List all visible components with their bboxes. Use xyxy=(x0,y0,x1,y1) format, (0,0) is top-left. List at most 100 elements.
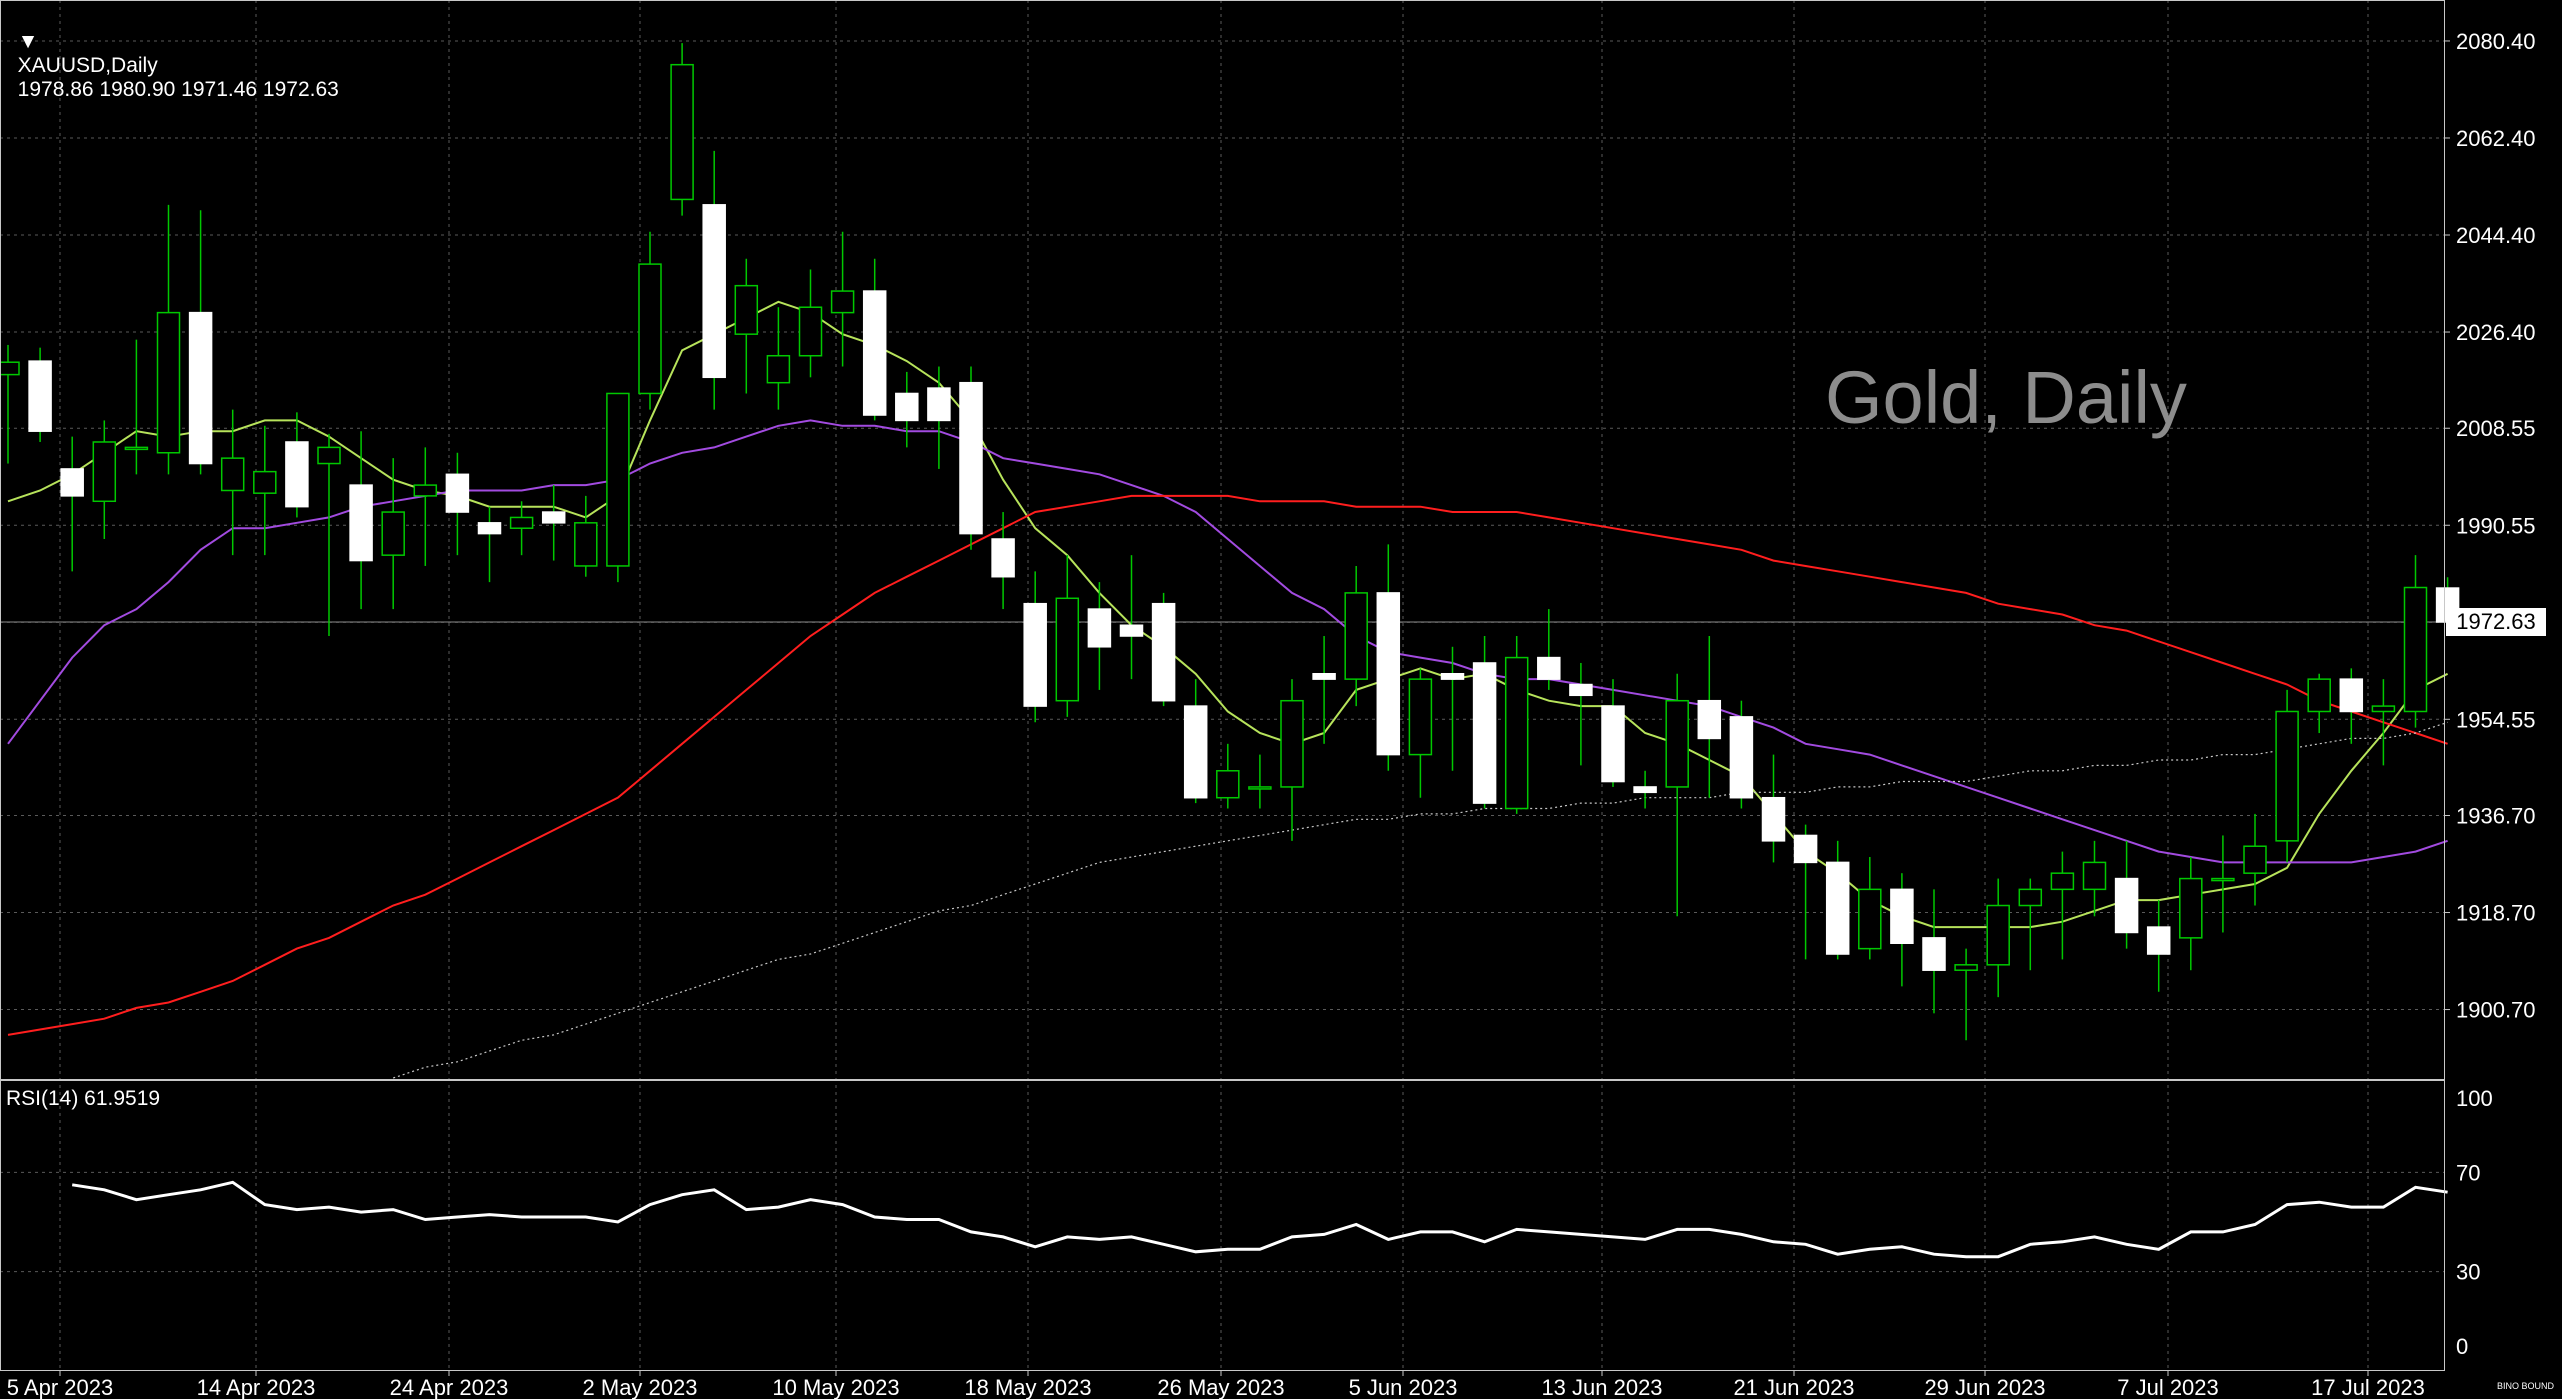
rsi-plot[interactable] xyxy=(71,1180,2448,1259)
candle-body[interactable] xyxy=(2339,678,2364,713)
candle-body[interactable] xyxy=(1569,683,1593,697)
time-tick-label: 2 May 2023 xyxy=(583,1375,698,1399)
candle-body[interactable] xyxy=(1504,656,1529,810)
candle-body[interactable] xyxy=(253,470,277,494)
candle-body[interactable] xyxy=(1408,678,1433,756)
candle-body[interactable] xyxy=(606,392,630,567)
candle-body[interactable] xyxy=(1183,705,1208,799)
candle-body[interactable] xyxy=(2050,872,2075,891)
candle-body[interactable] xyxy=(2403,586,2428,713)
candle-body[interactable] xyxy=(477,522,502,535)
candle-body[interactable] xyxy=(1087,608,1112,648)
candle-body[interactable] xyxy=(1216,770,1240,799)
header-dropdown-icon[interactable]: ▼ xyxy=(17,30,39,53)
candle-body[interactable] xyxy=(2179,877,2203,939)
rsi-tick-label: 100 xyxy=(2456,1086,2493,1111)
price-tick-label: 1936.70 xyxy=(2456,804,2536,829)
candle-body[interactable] xyxy=(92,441,117,503)
ma-slow-line xyxy=(7,494,2448,1036)
candle-body[interactable] xyxy=(927,387,951,422)
candle-body[interactable] xyxy=(991,538,1015,578)
candle-body[interactable] xyxy=(1890,888,1914,944)
time-tick-label: 7 Jul 2023 xyxy=(2117,1375,2219,1399)
candle-body[interactable] xyxy=(1825,861,1850,955)
time-tick-label: 21 Jun 2023 xyxy=(1733,1375,1854,1399)
candle-body[interactable] xyxy=(2243,845,2267,874)
price-tick-label: 1954.55 xyxy=(2456,707,2536,732)
candle-body[interactable] xyxy=(1858,888,1882,950)
candle-body[interactable] xyxy=(1248,786,1272,790)
candle-body[interactable] xyxy=(2275,710,2299,842)
candle-body[interactable] xyxy=(60,468,84,497)
candle-body[interactable] xyxy=(1376,592,1401,756)
candle-body[interactable] xyxy=(959,381,983,535)
candle-body[interactable] xyxy=(0,361,20,376)
candle-body[interactable] xyxy=(317,446,341,465)
candle-body[interactable] xyxy=(1055,597,1080,702)
candle-body[interactable] xyxy=(1665,699,1689,788)
rsi-label: RSI(14) 61.9519 xyxy=(6,1087,161,1110)
candle-body[interactable] xyxy=(798,306,823,357)
candle-body[interactable] xyxy=(1280,699,1304,788)
candle-body[interactable] xyxy=(2082,861,2107,891)
candle-body[interactable] xyxy=(2146,926,2171,955)
watermark: Gold, Daily xyxy=(1825,356,2187,439)
candle-body[interactable] xyxy=(413,484,438,497)
grid xyxy=(0,0,2444,1370)
candle-body[interactable] xyxy=(220,457,245,492)
candle-body[interactable] xyxy=(895,392,919,422)
time-tick-label: 24 Apr 2023 xyxy=(390,1375,509,1399)
candle-body[interactable] xyxy=(349,484,373,562)
candle-body[interactable] xyxy=(1440,673,1465,680)
candle-body[interactable] xyxy=(1344,592,1368,680)
candle-body[interactable] xyxy=(1761,796,1786,842)
candle-body[interactable] xyxy=(2211,877,2235,882)
candle-body[interactable] xyxy=(1633,786,1657,794)
candle-body[interactable] xyxy=(1151,602,1176,702)
candle-body[interactable] xyxy=(2018,888,2043,907)
candle-body[interactable] xyxy=(1119,624,1144,637)
time-tick-label: 26 May 2023 xyxy=(1157,1375,1284,1399)
candle-body[interactable] xyxy=(124,446,149,451)
candle-body[interactable] xyxy=(1472,662,1497,804)
candle-body[interactable] xyxy=(1312,673,1336,680)
candle-body[interactable] xyxy=(2307,678,2331,713)
time-tick-label: 5 Apr 2023 xyxy=(7,1375,113,1399)
time-tick-label: 29 Jun 2023 xyxy=(1924,1375,2045,1399)
candle-body[interactable] xyxy=(1922,937,1946,971)
candle-body[interactable] xyxy=(830,290,855,314)
candle-body[interactable] xyxy=(28,360,52,432)
candle-body[interactable] xyxy=(188,311,213,465)
price-plot[interactable] xyxy=(0,43,2460,1079)
candle-body[interactable] xyxy=(1537,656,1561,680)
ma-mid-line xyxy=(7,419,2448,864)
candle-body[interactable] xyxy=(1729,716,1754,799)
candle-body[interactable] xyxy=(574,522,598,567)
candle-body[interactable] xyxy=(862,290,887,416)
symbol-timeframe: XAUUSD,Daily xyxy=(17,54,158,77)
candle-body[interactable] xyxy=(541,511,566,524)
price-tick-label: 2026.40 xyxy=(2456,320,2536,345)
candle-body[interactable] xyxy=(638,263,662,395)
candle-body[interactable] xyxy=(1697,699,1722,740)
time-tick-label: 5 Jun 2023 xyxy=(1349,1375,1458,1399)
candle-body[interactable] xyxy=(509,516,534,529)
candle-body[interactable] xyxy=(381,511,405,556)
candle-body[interactable] xyxy=(734,284,759,335)
candle-body[interactable] xyxy=(156,311,181,454)
candle-body[interactable] xyxy=(1954,964,1978,971)
time-tick-label: 10 May 2023 xyxy=(772,1375,899,1399)
candle-body[interactable] xyxy=(2371,705,2396,713)
candle-body[interactable] xyxy=(702,204,726,379)
candle-body[interactable] xyxy=(766,354,791,384)
candle-body[interactable] xyxy=(1986,904,2010,966)
price-tick-label: 2008.55 xyxy=(2456,416,2536,441)
candle-body[interactable] xyxy=(1023,602,1047,707)
candle-body[interactable] xyxy=(445,473,470,513)
candle-body[interactable] xyxy=(285,441,309,508)
candle-body[interactable] xyxy=(1793,834,1818,864)
candle-body[interactable] xyxy=(670,63,694,201)
candle-body[interactable] xyxy=(1601,705,1625,783)
candle-body[interactable] xyxy=(2114,877,2139,934)
